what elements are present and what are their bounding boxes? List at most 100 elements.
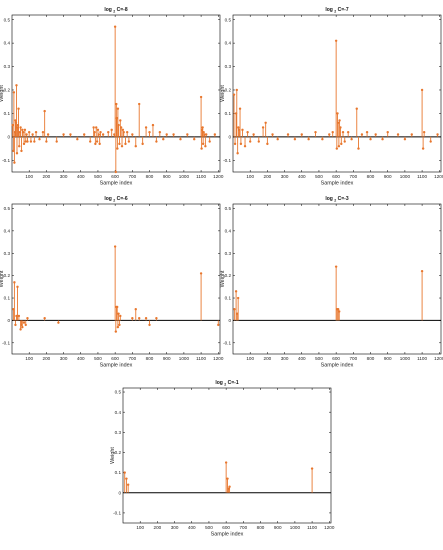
stem-marker	[420, 269, 424, 273]
stem-marker	[310, 467, 314, 470]
stem-marker	[26, 140, 29, 143]
stem-marker	[12, 91, 16, 94]
stem-marker	[31, 133, 34, 136]
panel-title-suffix: C=-6	[115, 196, 128, 202]
stem-marker	[27, 130, 31, 134]
stem-marker	[162, 137, 165, 141]
y-axis-label: Weight	[0, 270, 5, 287]
x-tick-label: 600	[111, 356, 119, 361]
stem-marker	[193, 137, 196, 141]
y-tick-label: 0.3	[225, 251, 232, 256]
y-tick-label: 0.2	[4, 273, 11, 278]
stem-marker	[234, 290, 238, 293]
stem-marker	[114, 330, 118, 333]
stem-marker	[144, 316, 148, 320]
panel-title-prefix: log	[325, 196, 334, 202]
stem-marker	[101, 133, 105, 136]
y-tick-label: 0.3	[4, 251, 11, 256]
stem-marker	[148, 323, 151, 327]
stem-marker	[243, 145, 247, 148]
x-tick-label: 300	[171, 525, 179, 530]
x-tick-label: 900	[163, 174, 171, 179]
stem-marker	[69, 133, 72, 136]
stem-marker	[339, 126, 342, 129]
stem-marker	[179, 137, 182, 141]
x-tick-label: 800	[146, 356, 154, 361]
y-tick-label: 0.3	[4, 64, 11, 69]
stem-marker	[38, 137, 41, 141]
x-tick-label: 300	[60, 174, 68, 179]
stem-marker	[429, 140, 432, 143]
plot-frame	[11, 203, 221, 355]
x-tick-label: 100	[25, 356, 33, 361]
plot-frame	[122, 387, 332, 524]
x-tick-label: 900	[274, 525, 282, 530]
stem-marker	[237, 126, 240, 129]
x-tick-label: 1000	[290, 525, 301, 530]
stem-marker	[15, 84, 18, 87]
stem-marker	[24, 140, 27, 143]
y-tick-label: 0	[7, 318, 10, 323]
stem-marker	[41, 130, 45, 134]
stem-marker	[116, 107, 120, 110]
y-tick-label: 0.1	[115, 470, 122, 475]
stem-marker	[341, 130, 345, 134]
stem-marker	[257, 140, 260, 143]
panel-title: log 2 C=-8	[104, 7, 127, 14]
stem-marker	[199, 272, 203, 275]
stem-marker	[233, 142, 237, 146]
stem-marker	[89, 140, 92, 143]
stem-marker	[233, 308, 236, 311]
chart-panel-1: -0.1 0 0.1 0.2 0.3 0.4 0.5 100 200 300 400 500 600 70…	[0, 7, 224, 187]
stem-marker	[155, 316, 158, 320]
y-tick-label: 0	[228, 318, 231, 323]
stem-marker	[110, 128, 113, 132]
stem-marker	[276, 137, 279, 141]
chart-panel-2: -0.1 0 0.1 0.2 0.3 0.4 0.5 100 200 300 400 500 600 70…	[220, 7, 443, 187]
panel-title-subscript: 2	[224, 383, 226, 387]
stem-marker	[19, 328, 22, 331]
x-tick-label: 700	[128, 356, 136, 361]
stem-marker	[374, 133, 377, 136]
stem-marker	[236, 152, 239, 155]
y-tick-label: 0.2	[225, 88, 232, 93]
stem-marker	[121, 128, 125, 132]
stem-marker	[82, 133, 86, 136]
stem-marker	[386, 130, 389, 134]
stem-marker	[321, 137, 324, 141]
y-tick-label: 0.2	[225, 273, 232, 278]
stem-marker	[343, 140, 346, 143]
y-tick-label: 0.4	[115, 410, 122, 415]
x-tick-label: 100	[246, 356, 254, 361]
x-tick-label: 500	[315, 356, 323, 361]
panel-title-prefix: log	[325, 7, 334, 13]
stem-marker	[334, 265, 338, 268]
y-tick-label: 0.5	[225, 17, 232, 22]
stem-marker	[20, 149, 23, 153]
stem-marker	[208, 140, 211, 143]
stem-marker	[113, 245, 117, 248]
stem-marker	[360, 133, 364, 136]
stem-marker	[226, 477, 229, 480]
x-tick-label: 400	[77, 174, 85, 179]
plot-frame	[232, 203, 442, 355]
x-tick-label: 700	[349, 174, 357, 179]
stem-marker	[125, 477, 128, 480]
stem-marker	[97, 133, 101, 136]
stem-marker	[13, 281, 16, 284]
y-axis-label: Weight	[220, 85, 226, 102]
stem-marker	[217, 323, 220, 327]
stem-marker	[126, 483, 130, 486]
stem-marker	[365, 130, 369, 134]
stem-marker	[264, 121, 267, 124]
stem-marker	[293, 137, 297, 141]
x-axis-label: Sample index	[321, 181, 354, 187]
stem-marker	[94, 142, 97, 146]
panel-title-suffix: C=-3	[336, 196, 349, 202]
stem-marker	[33, 140, 36, 143]
panel-title-subscript: 2	[334, 10, 336, 14]
y-tick-label: 0.5	[4, 206, 11, 211]
stem-marker	[15, 152, 19, 155]
y-tick-label: 0.1	[225, 111, 232, 116]
